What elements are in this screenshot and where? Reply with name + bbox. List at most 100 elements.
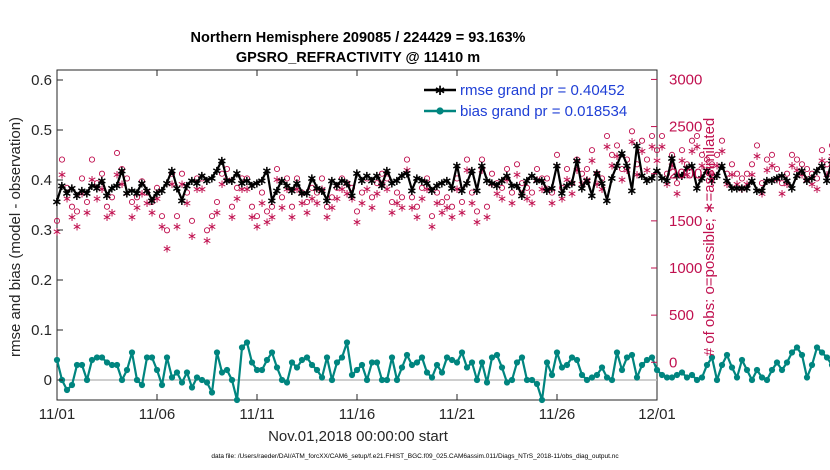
obs-possible-point (263, 208, 271, 215)
rmse-point: ∗ (77, 184, 88, 199)
x-tick-label: 11/26 (539, 406, 575, 423)
obs-possible-point (678, 147, 686, 154)
bias-point (538, 396, 546, 404)
bias-point (123, 366, 131, 374)
rmse-point: ∗ (272, 184, 283, 199)
rmse-point: ∗ (472, 184, 483, 199)
bias-point (133, 376, 141, 384)
bias-point (528, 376, 536, 384)
obs-possible-point (543, 175, 551, 182)
obs-possible-point (103, 203, 111, 210)
rmse-point: ∗ (572, 154, 583, 169)
obs-assimilated-point: ∗ (657, 139, 667, 153)
rmse-point: ∗ (157, 184, 168, 199)
obs-assimilated-point: ∗ (732, 177, 742, 191)
obs-assimilated-point: ∗ (112, 168, 122, 182)
obs-assimilated-point: ∗ (237, 182, 247, 196)
obs-assimilated-point: ∗ (367, 201, 377, 215)
obs-assimilated-point: ∗ (612, 149, 622, 163)
x-axis-ticks: 11/01 11/06 11/11 11/16 11/21 11/26 12/01 (39, 70, 676, 423)
obs-assimilated-point: ∗ (467, 196, 477, 210)
bias-point (318, 374, 326, 381)
obs-assimilated-point: ∗ (177, 177, 187, 191)
obs-assimilated-point: ∗ (587, 154, 597, 168)
rmse-point: ∗ (627, 184, 638, 199)
rmse-point: ∗ (282, 179, 293, 194)
rmse-point: ∗ (712, 169, 723, 184)
bias-point (163, 354, 171, 361)
bias-point (363, 376, 371, 384)
obs-assimilated-point: ∗ (117, 177, 127, 191)
left-y-tick-label: 0.3 (31, 222, 52, 239)
bias-point (758, 374, 766, 381)
bias-point (463, 364, 471, 371)
obs-assimilated-point: ∗ (642, 163, 652, 177)
rmse-point: ∗ (107, 182, 118, 197)
rmse-point: ∗ (447, 182, 458, 197)
obs-assimilated-point: ∗ (807, 177, 817, 191)
bias-point (548, 371, 556, 379)
bias-point (238, 344, 246, 351)
obs-assimilated-point: ∗ (487, 177, 497, 191)
obs-assimilated-point: ∗ (382, 182, 392, 196)
obs-assimilated-point: ∗ (827, 149, 830, 163)
bias-point (308, 361, 316, 369)
obs-assimilated-point: ∗ (172, 220, 182, 234)
rmse-point: ∗ (642, 174, 653, 189)
obs-possible-point (603, 132, 611, 140)
rmse-point: ∗ (257, 174, 268, 189)
rmse-point: ∗ (322, 194, 333, 209)
obs-possible-point (78, 175, 86, 182)
obs-possible-point (413, 203, 421, 210)
obs-possible-point (248, 203, 256, 210)
bias-point (513, 359, 521, 366)
bias-point (248, 359, 256, 366)
bias-point (618, 366, 626, 374)
obs-possible-point (418, 184, 426, 191)
bias-point (243, 339, 251, 346)
obs-assimilated-point: ∗ (522, 191, 532, 205)
rmse-point: ∗ (517, 189, 528, 204)
bias-point (368, 359, 376, 366)
bias-point (373, 359, 381, 366)
obs-possible-point (398, 194, 406, 201)
bias-point (713, 376, 721, 384)
obs-assimilated-point: ∗ (812, 182, 822, 196)
obs-possible-point (468, 189, 476, 196)
rmse-point: ∗ (792, 169, 803, 184)
bias-point (68, 381, 76, 389)
bias-point (518, 354, 526, 361)
obs-assimilated-point: ∗ (727, 168, 737, 182)
obs-possible-point (828, 143, 830, 148)
bias-point (303, 354, 311, 361)
obs-possible-point (373, 180, 381, 187)
rmse-point: ∗ (802, 174, 813, 189)
obs-possible-point (748, 161, 756, 168)
obs-assimilated-point: ∗ (332, 191, 342, 205)
bias-point (63, 386, 71, 394)
obs-possible-point (463, 156, 471, 163)
x-tick-label: 11/06 (139, 406, 175, 423)
bias-point (178, 379, 186, 386)
obs-assimilated-point: ∗ (82, 205, 92, 219)
rmse-point: ∗ (392, 174, 403, 189)
left-y-tick-label: 0.2 (31, 272, 52, 289)
obs-assimilated-point: ∗ (272, 172, 282, 186)
rmse-point: ∗ (227, 174, 238, 189)
obs-possible-point (503, 165, 511, 173)
obs-possible-point (583, 165, 591, 173)
obs-assimilated-point: ∗ (352, 215, 362, 229)
bias-point (413, 359, 421, 366)
bias-point (388, 354, 396, 361)
obs-possible-point (478, 156, 486, 163)
rmse-point: ∗ (397, 169, 408, 184)
bias-point (343, 339, 351, 346)
rmse-point: ∗ (612, 159, 623, 174)
obs-possible-point (613, 142, 621, 149)
obs-assimilated-point: ∗ (357, 196, 367, 210)
legend-bias-marker (436, 107, 444, 115)
obs-possible-point (753, 142, 761, 149)
obs-possible-point (203, 227, 211, 234)
obs-assimilated-point: ∗ (712, 158, 722, 172)
obs-assimilated-point: ∗ (67, 210, 77, 224)
